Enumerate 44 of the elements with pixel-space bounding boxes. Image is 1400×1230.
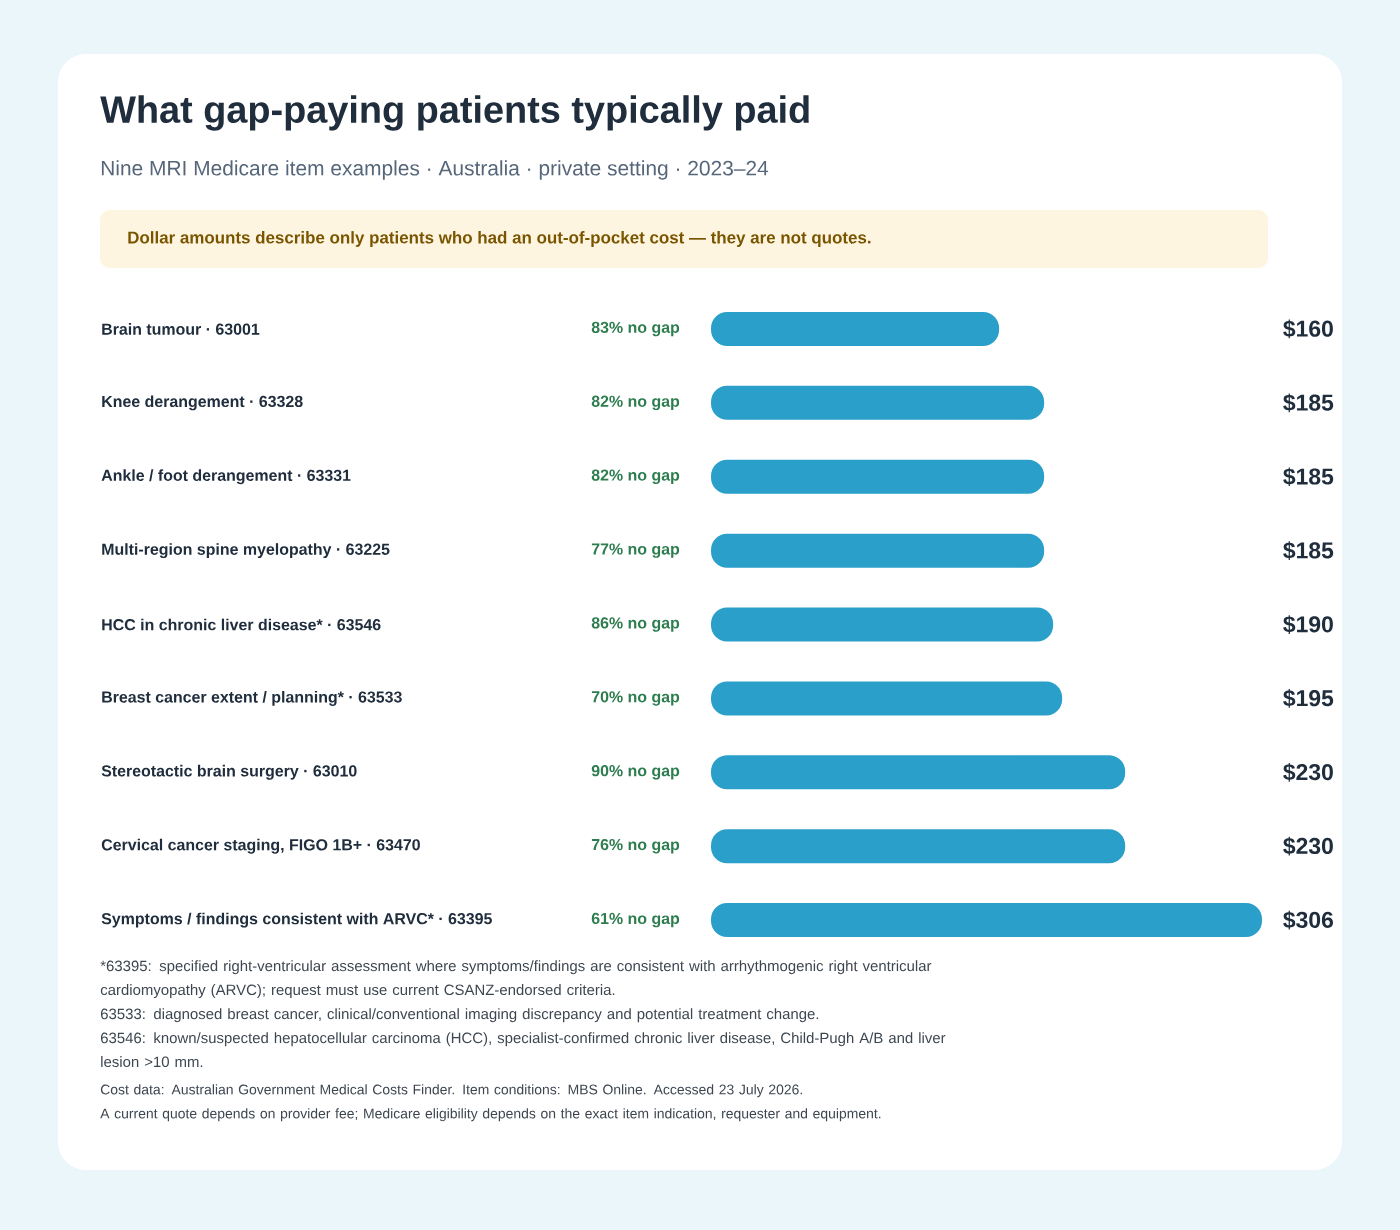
text: 70% no gap <box>591 691 680 706</box>
bar <box>711 903 1263 938</box>
data-label: $185 <box>1283 541 1334 560</box>
text: 63546: known/suspected hepatocellular carcinoma (HCC), specialist-confirmed chronic liver disease, Child-Pugh A/B and liver lesion >10 mm. <box>100 1032 946 1068</box>
data-label: $230 <box>1283 836 1333 856</box>
y-tick-label: Brain tumour · 63001 <box>102 323 260 335</box>
text: Dollar amounts describe only patients who had an out-of-pocket cost — they are not quotes. <box>128 231 871 247</box>
text: 63533: diagnosed breast cancer, clinical/conventional imaging discrepancy and potential treatment change. <box>100 1008 819 1023</box>
y-tick-label: Ankle / foot derangement · 63331 <box>101 469 351 485</box>
text: A current quote depends on provider fee; Medicare eligibility depends on the exact item indication, requester and equipment. <box>100 1108 881 1122</box>
text: 77% no gap <box>591 543 680 558</box>
text: *63395: specified right-ventricular assessment where symptoms/findings are consistent with arrhythmogenic right ventricular cardiomyopathy (ARVC); request must use current CSANZ-endorsed criteria. <box>100 960 932 999</box>
bar <box>711 829 1126 864</box>
bar <box>711 755 1126 790</box>
data-label: $185 <box>1283 393 1334 413</box>
data-label: $195 <box>1283 689 1334 708</box>
bar <box>711 385 1045 420</box>
bar <box>711 607 1054 642</box>
chart-title: What gap-paying patients typically paid <box>100 95 809 131</box>
bar <box>711 681 1063 716</box>
data-label: $306 <box>1283 910 1333 930</box>
y-tick-label: Symptoms / findings consistent with ARVC* · 63395 <box>101 912 492 928</box>
data-label: $230 <box>1283 762 1333 782</box>
y-tick-label: Knee derangement · 63328 <box>102 395 303 411</box>
data-label: $190 <box>1283 615 1333 634</box>
text: 90% no gap <box>591 765 680 780</box>
bar <box>711 459 1045 494</box>
bar <box>711 311 1000 346</box>
y-tick-label: HCC in chronic liver disease* · 63546 <box>102 618 381 631</box>
text: 61% no gap <box>591 912 680 928</box>
bar <box>711 533 1045 568</box>
text: 86% no gap <box>591 617 680 632</box>
text: 82% no gap <box>591 395 680 411</box>
data-label: $160 <box>1283 319 1333 339</box>
data-label: $185 <box>1283 467 1334 487</box>
text: 83% no gap <box>591 321 680 337</box>
y-tick-label: Cervical cancer staging, FIGO 1B+ · 63470 <box>101 838 420 854</box>
text: Nine MRI Medicare item examples · Australia · private setting · 2023–24 <box>101 160 769 180</box>
text: Cost data: Australian Government Medical Costs Finder. Item conditions: MBS Online. Accessed 23 July 2026. <box>100 1084 802 1098</box>
y-tick-label: Multi-region spine myelopathy · 63225 <box>102 543 390 559</box>
y-tick-label: Stereotactic brain surgery · 63010 <box>101 764 357 780</box>
text: 82% no gap <box>591 469 680 484</box>
y-tick-label: Breast cancer extent / planning* · 63533 <box>102 690 402 706</box>
text: 76% no gap <box>591 838 680 854</box>
